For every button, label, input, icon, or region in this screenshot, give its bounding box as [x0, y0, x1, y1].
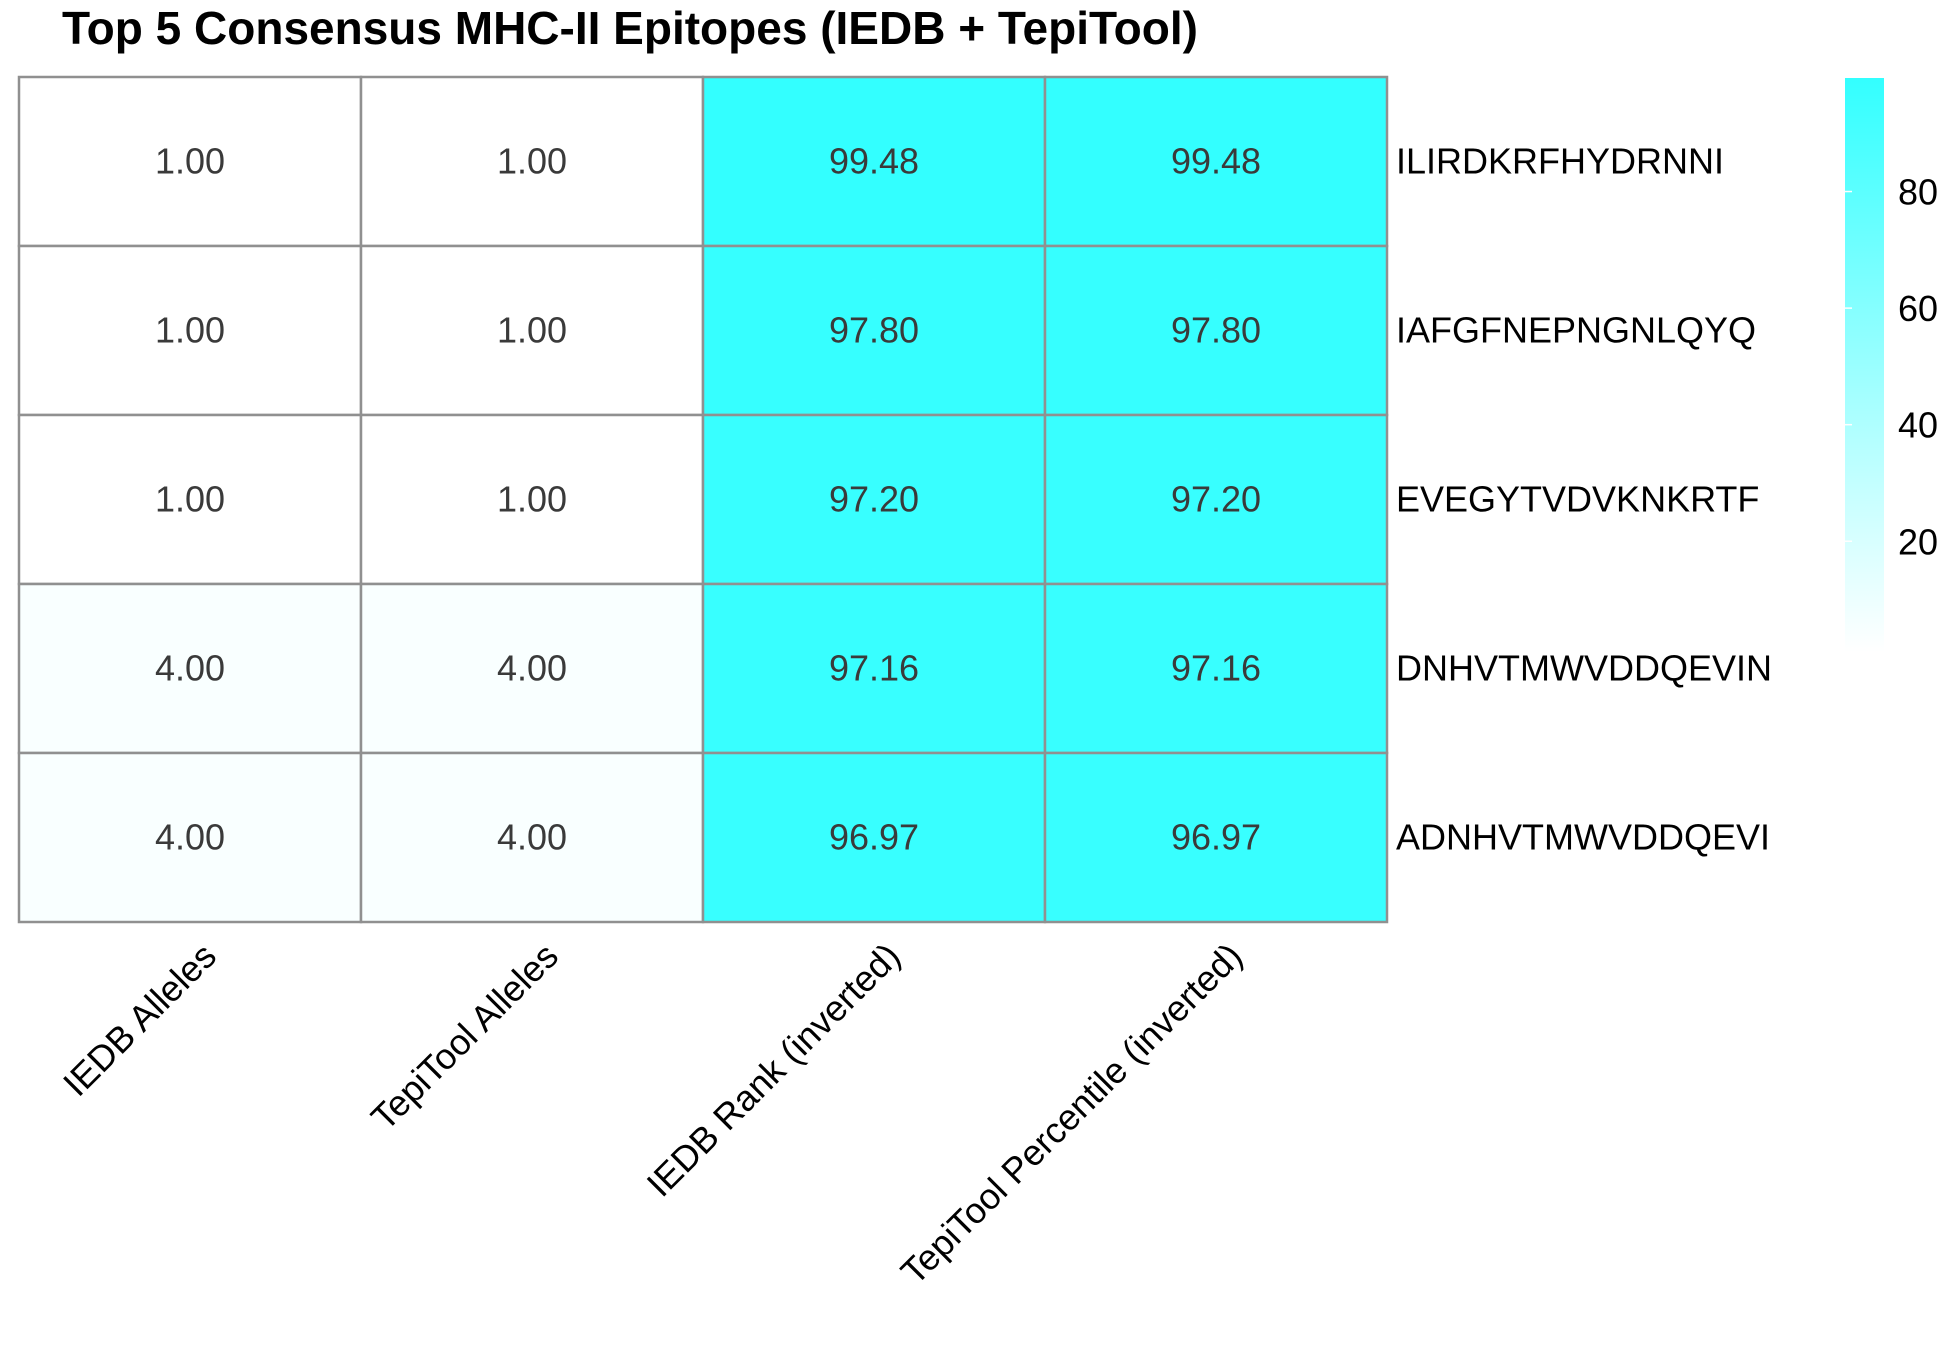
cell-value-label: 99.48	[1171, 141, 1261, 182]
heatmap-cell	[1043, 582, 1389, 755]
cell-value-label: 97.80	[1171, 310, 1261, 351]
heatmap-cell	[701, 582, 1047, 755]
heatmap-cell	[17, 751, 363, 924]
color-legend: 20 40 60 80	[1845, 78, 1938, 652]
heatmap-cell	[17, 244, 363, 417]
heatmap-cell	[17, 75, 363, 248]
column-label: IEDB Rank (inverted)	[638, 935, 907, 1204]
cell-value-label: 1.00	[497, 310, 567, 351]
heatmap-cells: 1.00 1.00 99.48 99.48 1.00 1.00 97.80 97.80 1.00…	[17, 75, 1389, 924]
cell-value-label: 97.16	[1171, 648, 1261, 689]
row-label: EVEGYTVDVKNKRTF	[1396, 479, 1759, 520]
heatmap-cell	[1043, 244, 1389, 417]
cell-value-label: 1.00	[497, 479, 567, 520]
cell-value-label: 97.20	[829, 479, 919, 520]
legend-ticks: 20 40 60 80	[1845, 172, 1938, 562]
chart-title: Top 5 Consensus MHC-II Epitopes (IEDB + …	[62, 2, 1198, 54]
cell-value-label: 96.97	[829, 817, 919, 858]
heatmap-cell	[359, 413, 705, 586]
column-labels: IEDB Alleles TepiTool Alleles IEDB Rank (i…	[55, 935, 1250, 1292]
heatmap-cell	[701, 751, 1047, 924]
row-label: ADNHVTMWVDDQEVI	[1396, 817, 1770, 858]
row-label: IAFGFNEPNGNLQYQ	[1396, 310, 1756, 351]
heatmap-cell	[1043, 751, 1389, 924]
legend-tick-label: 80	[1898, 172, 1938, 213]
cell-value-label: 4.00	[155, 648, 225, 689]
row-labels: ILIRDKRFHYDRNNI IAFGFNEPNGNLQYQ EVEGYTVDVK…	[1396, 141, 1772, 858]
cell-value-label: 1.00	[497, 141, 567, 182]
row-label: DNHVTMWVDDQEVIN	[1396, 648, 1772, 689]
row-label: ILIRDKRFHYDRNNI	[1396, 141, 1724, 182]
legend-color-bar	[1845, 78, 1884, 652]
cell-value-label: 96.97	[1171, 817, 1261, 858]
cell-value-label: 4.00	[497, 817, 567, 858]
cell-value-label: 99.48	[829, 141, 919, 182]
column-label: TepiTool Percentile (inverted)	[893, 935, 1250, 1292]
cell-value-label: 97.20	[1171, 479, 1261, 520]
legend-tick-label: 40	[1898, 405, 1938, 446]
heatmap-cell	[17, 582, 363, 755]
heatmap-cell	[701, 75, 1047, 248]
cell-value-label: 1.00	[155, 141, 225, 182]
cell-value-label: 4.00	[497, 648, 567, 689]
cell-value-label: 97.80	[829, 310, 919, 351]
cell-value-label: 97.16	[829, 648, 919, 689]
legend-tick-label: 20	[1898, 521, 1938, 562]
heatmap-cell	[1043, 75, 1389, 248]
column-label: TepiTool Alleles	[363, 935, 566, 1138]
column-label: IEDB Alleles	[55, 935, 224, 1104]
heatmap-cell	[359, 751, 705, 924]
heatmap-cell	[359, 75, 705, 248]
legend-tick-label: 60	[1898, 288, 1938, 329]
cell-value-label: 4.00	[155, 817, 225, 858]
cell-value-label: 1.00	[155, 310, 225, 351]
heatmap-cell	[1043, 413, 1389, 586]
heatmap-cell	[359, 582, 705, 755]
heatmap-cell	[359, 244, 705, 417]
cell-value-label: 1.00	[155, 479, 225, 520]
